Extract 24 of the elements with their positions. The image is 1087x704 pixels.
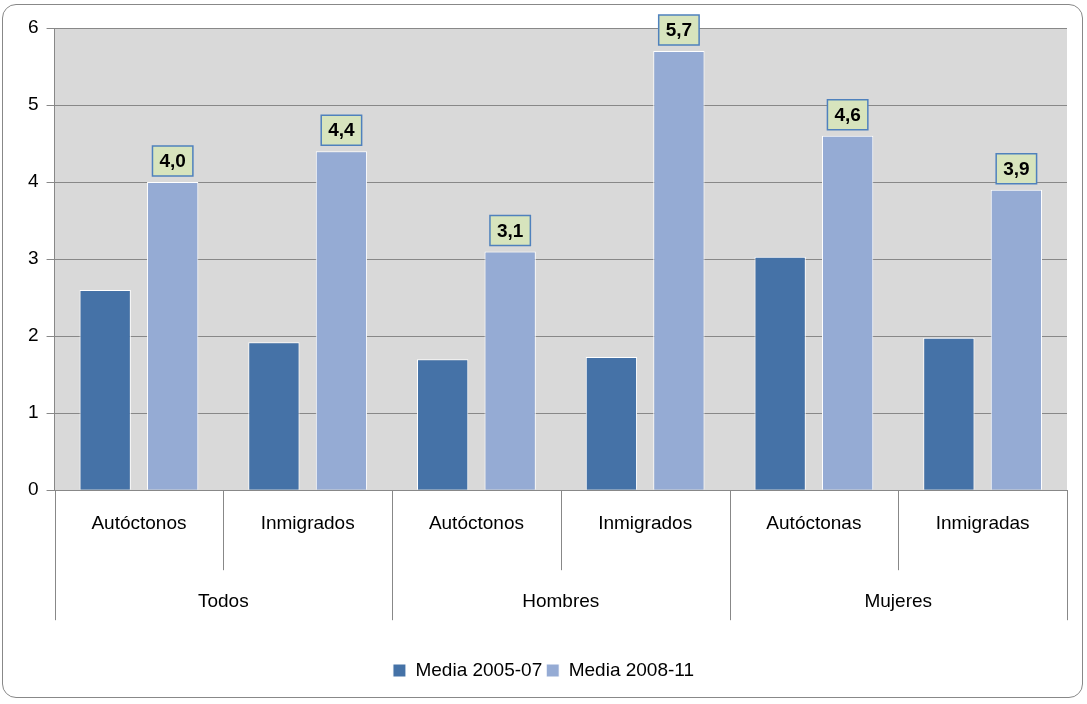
x-tick-label: Autóctonas	[766, 511, 862, 533]
data-label: 3,1	[496, 219, 524, 241]
text: Mujeres	[864, 590, 933, 612]
y-tick-label: 0	[27, 478, 39, 500]
legend-label: Media 2008-11	[568, 658, 695, 680]
data-label: 3,9	[1003, 158, 1030, 179]
text: Hombres	[522, 590, 600, 612]
text: Todos	[197, 590, 249, 612]
data-label: 4,4	[328, 119, 356, 141]
y-tick-label: 1	[27, 401, 39, 423]
y-tick-label: 4	[27, 170, 39, 192]
data-label: 4,0	[159, 150, 186, 172]
x-tick-label: Inmigrados	[598, 511, 693, 533]
data-label: 5,7	[665, 19, 693, 41]
y-tick-label: 3	[27, 247, 39, 269]
x-tick-label: Autóctonos	[428, 511, 524, 533]
y-tick-label: 6	[27, 16, 39, 38]
x-tick-label: Inmigradas	[935, 511, 1030, 533]
y-tick-label: 2	[27, 324, 39, 346]
data-label: 4,6	[834, 104, 861, 126]
x-tick-label: Autóctonos	[91, 511, 187, 533]
legend-label: Media 2005-07	[415, 658, 543, 680]
y-tick-label: 5	[27, 93, 39, 115]
x-tick-label: Inmigrados	[260, 511, 355, 533]
